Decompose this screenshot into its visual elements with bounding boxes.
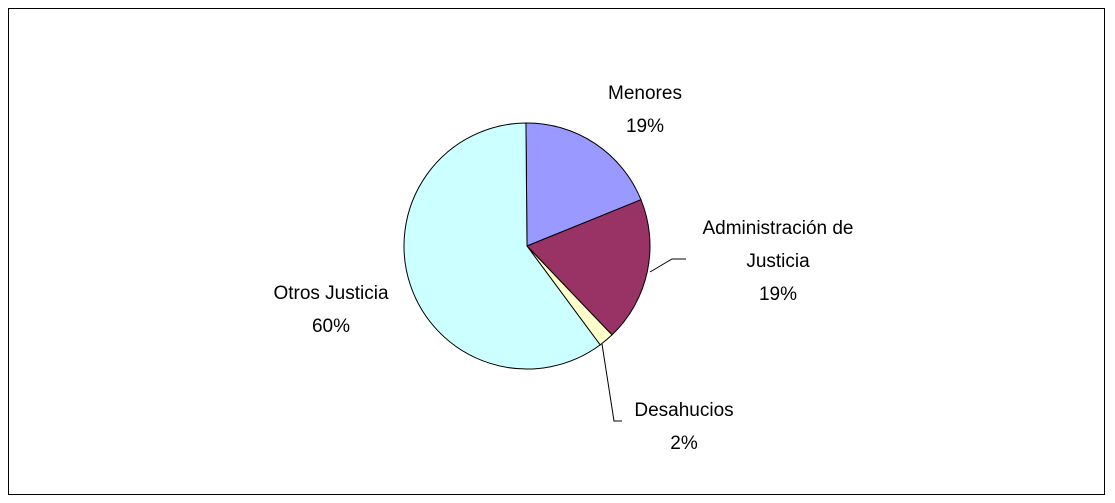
leader-lines — [601, 258, 686, 422]
pie-slice-otros-justicia — [403, 122, 601, 370]
data-label-name-otros-justicia: Otros Justicia — [273, 283, 389, 304]
data-label-name-desahucios: Desahucios — [634, 400, 733, 421]
leader-line-administración-de-justicia — [649, 258, 686, 273]
data-label-name-administración-de-justicia: Administración de — [702, 218, 853, 239]
pie-slice-administración-de-justicia — [526, 199, 651, 336]
data-labels: Menores 19% Administración de Justicia 19% De… — [273, 83, 853, 454]
data-label-name-administración-de-justicia: Justicia — [746, 251, 810, 272]
data-label-percent-menores: 19% — [626, 116, 664, 137]
pie-slice-menores — [525, 122, 642, 247]
pie-slices — [403, 122, 651, 370]
data-label-percent-administración-de-justicia: 19% — [759, 284, 797, 305]
data-label-percent-otros-justicia: 60% — [312, 316, 350, 337]
leader-line-desahucios — [601, 343, 622, 422]
data-label-percent-desahucios: 2% — [670, 433, 698, 454]
data-label-name-menores: Menores — [608, 83, 682, 104]
